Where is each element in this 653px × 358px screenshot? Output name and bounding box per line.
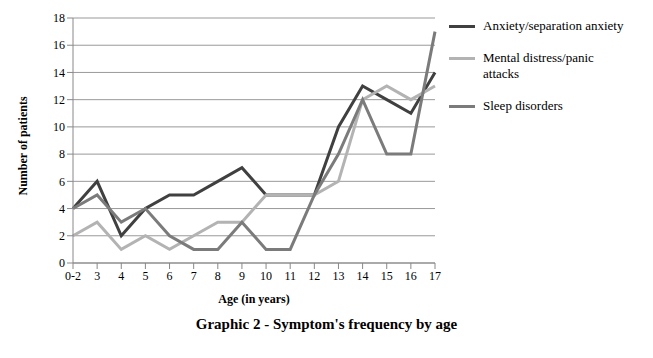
svg-text:0: 0: [59, 256, 65, 270]
svg-text:6: 6: [167, 269, 173, 283]
svg-text:13: 13: [332, 269, 344, 283]
svg-text:11: 11: [284, 269, 296, 283]
svg-text:14: 14: [357, 269, 369, 283]
svg-text:2: 2: [59, 229, 65, 243]
svg-text:16: 16: [53, 38, 65, 52]
svg-text:8: 8: [215, 269, 221, 283]
svg-text:5: 5: [142, 269, 148, 283]
html-text:Anxiety/separation anxiety: Anxiety/separation anxiety: [483, 18, 624, 33]
svg-text:12: 12: [308, 269, 320, 283]
svg-text:4: 4: [59, 202, 65, 216]
svg-text:12: 12: [53, 93, 65, 107]
svg-text:16: 16: [405, 269, 417, 283]
svg-text:6: 6: [59, 175, 65, 189]
svg-text:17: 17: [429, 269, 441, 283]
svg-text:10: 10: [53, 120, 65, 134]
svg-text:15: 15: [381, 269, 393, 283]
html-text:Mental distress/panic attacks: Mental distress/panic attacks: [483, 50, 594, 81]
svg-text:4: 4: [118, 269, 124, 283]
svg-text:9: 9: [239, 269, 245, 283]
svg-text:8: 8: [59, 147, 65, 161]
svg-text:3: 3: [94, 269, 100, 283]
svg-text:0-2: 0-2: [65, 269, 81, 283]
svg-text:7: 7: [191, 269, 197, 283]
svg-text:Number of patients: Number of patients: [16, 96, 30, 195]
svg-text:10: 10: [260, 269, 272, 283]
svg-text:Age (in years): Age (in years): [218, 292, 289, 306]
html-text:Sleep disorders: Sleep disorders: [483, 98, 563, 113]
html-text:Graphic 2 - Symptom's frequenc: Graphic 2 - Symptom's frequency by age: [195, 316, 458, 332]
svg-text:18: 18: [53, 11, 65, 25]
svg-text:14: 14: [53, 66, 65, 80]
